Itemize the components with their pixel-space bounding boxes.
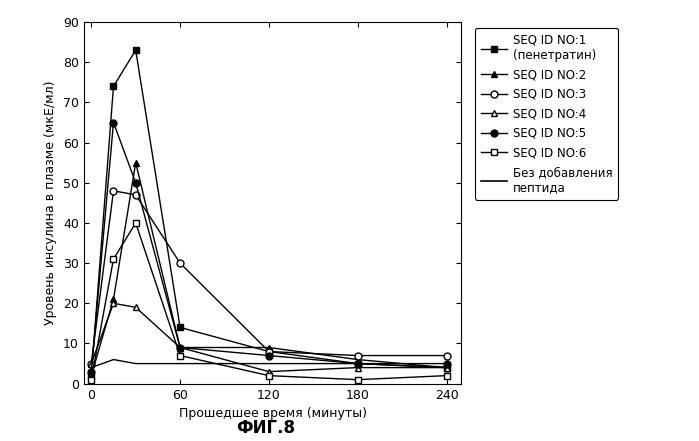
SEQ ID NO:3 [87, 361, 96, 366]
Text: ФИГ.8: ФИГ.8 [236, 419, 295, 437]
Line: Без добавления
пептида: Без добавления пептида [92, 359, 447, 368]
SEQ ID NO:2 [109, 297, 117, 302]
SEQ ID NO:1
(пенетратин) [265, 349, 273, 354]
SEQ ID NO:4 [131, 305, 140, 310]
Line: SEQ ID NO:5: SEQ ID NO:5 [88, 119, 450, 375]
SEQ ID NO:1
(пенетратин) [442, 365, 451, 370]
SEQ ID NO:1
(пенетратин) [354, 361, 362, 366]
SEQ ID NO:5 [354, 361, 362, 366]
SEQ ID NO:4 [109, 301, 117, 306]
SEQ ID NO:5 [265, 353, 273, 358]
SEQ ID NO:5 [442, 361, 451, 366]
SEQ ID NO:1
(пенетратин) [176, 325, 185, 330]
SEQ ID NO:5 [176, 345, 185, 350]
Line: SEQ ID NO:1
(пенетратин): SEQ ID NO:1 (пенетратин) [88, 47, 450, 379]
Без добавления
пептида [87, 365, 96, 370]
Legend: SEQ ID NO:1
(пенетратин), SEQ ID NO:2, SEQ ID NO:3, SEQ ID NO:4, SEQ ID NO:5, SE: SEQ ID NO:1 (пенетратин), SEQ ID NO:2, S… [475, 28, 618, 200]
Без добавления
пептида [131, 361, 140, 366]
SEQ ID NO:5 [131, 180, 140, 185]
Без добавления
пептида [265, 361, 273, 366]
SEQ ID NO:4 [354, 365, 362, 370]
Line: SEQ ID NO:4: SEQ ID NO:4 [88, 300, 450, 375]
SEQ ID NO:6 [87, 377, 96, 382]
Без добавления
пептида [176, 361, 185, 366]
SEQ ID NO:6 [109, 257, 117, 262]
SEQ ID NO:4 [442, 365, 451, 370]
Без добавления
пептида [442, 365, 451, 370]
SEQ ID NO:6 [176, 353, 185, 358]
SEQ ID NO:4 [265, 369, 273, 374]
SEQ ID NO:6 [265, 373, 273, 378]
SEQ ID NO:3 [109, 188, 117, 194]
SEQ ID NO:2 [176, 345, 185, 350]
Без добавления
пептида [354, 361, 362, 366]
SEQ ID NO:1
(пенетратин) [109, 84, 117, 89]
X-axis label: Прошедшее время (минуты): Прошедшее время (минуты) [179, 407, 366, 420]
SEQ ID NO:3 [442, 353, 451, 358]
Без добавления
пептида [109, 357, 117, 362]
SEQ ID NO:3 [131, 192, 140, 198]
SEQ ID NO:5 [109, 120, 117, 125]
Line: SEQ ID NO:6: SEQ ID NO:6 [88, 220, 450, 383]
SEQ ID NO:6 [354, 377, 362, 382]
SEQ ID NO:1
(пенетратин) [87, 373, 96, 378]
Line: SEQ ID NO:2: SEQ ID NO:2 [88, 159, 450, 379]
SEQ ID NO:3 [176, 261, 185, 266]
SEQ ID NO:2 [442, 365, 451, 370]
SEQ ID NO:5 [87, 369, 96, 374]
SEQ ID NO:6 [442, 373, 451, 378]
SEQ ID NO:4 [87, 361, 96, 366]
SEQ ID NO:3 [354, 353, 362, 358]
SEQ ID NO:4 [176, 345, 185, 350]
SEQ ID NO:2 [354, 357, 362, 362]
SEQ ID NO:3 [265, 349, 273, 354]
Line: SEQ ID NO:3: SEQ ID NO:3 [88, 187, 450, 367]
SEQ ID NO:2 [87, 373, 96, 378]
Y-axis label: Уровень инсулина в плазме (мкЕ/мл): Уровень инсулина в плазме (мкЕ/мл) [45, 81, 57, 325]
SEQ ID NO:2 [131, 160, 140, 165]
SEQ ID NO:2 [265, 345, 273, 350]
SEQ ID NO:1
(пенетратин) [131, 48, 140, 53]
SEQ ID NO:6 [131, 220, 140, 226]
